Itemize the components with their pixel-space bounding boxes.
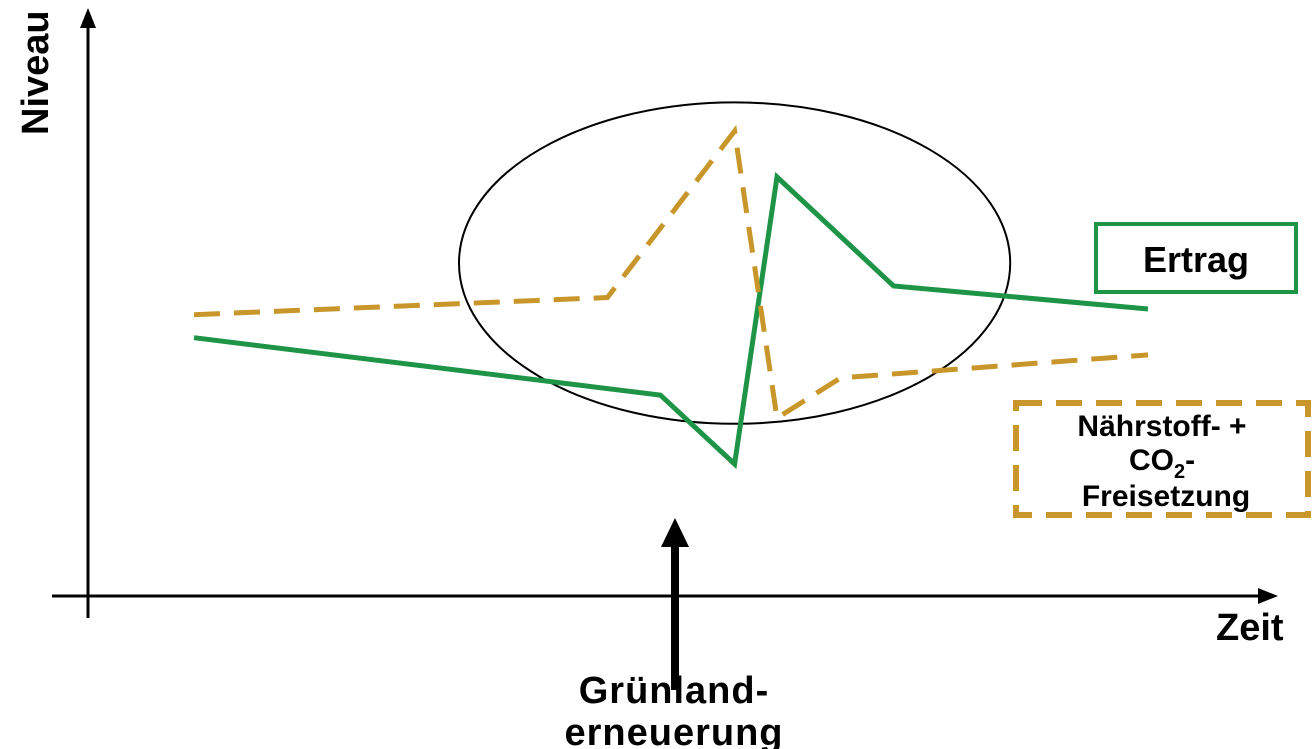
series-line-naehrstoff	[193, 124, 1149, 423]
x-axis-arrowhead	[1258, 588, 1278, 604]
y-axis-arrowhead	[80, 8, 96, 28]
legend-box-ertrag	[1094, 222, 1298, 294]
legend-co-text: CO	[1129, 444, 1174, 477]
highlight-ellipse	[457, 101, 1012, 425]
legend-label-naehrstoff-line-2: CO2-	[1129, 444, 1195, 483]
legend-label-naehrstoff-line-3: Freisetzung	[1082, 480, 1250, 513]
series-line-ertrag	[193, 171, 1149, 470]
y-axis-label: Niveau	[15, 10, 57, 135]
legend-box-naehrstoff	[1013, 400, 1311, 518]
event-label-line-2: erneuerung	[564, 712, 783, 749]
legend-hyphen: -	[1185, 444, 1195, 477]
event-arrowhead	[661, 518, 689, 547]
legend-label-ertrag: Ertrag	[1143, 239, 1249, 280]
x-axis-label: Zeit	[1216, 607, 1284, 649]
legend-subscript-2: 2	[1174, 461, 1185, 483]
event-label-line-1: Grünland-	[579, 670, 770, 712]
legend-label-naehrstoff-line-1: Nährstoff- +	[1077, 410, 1246, 443]
